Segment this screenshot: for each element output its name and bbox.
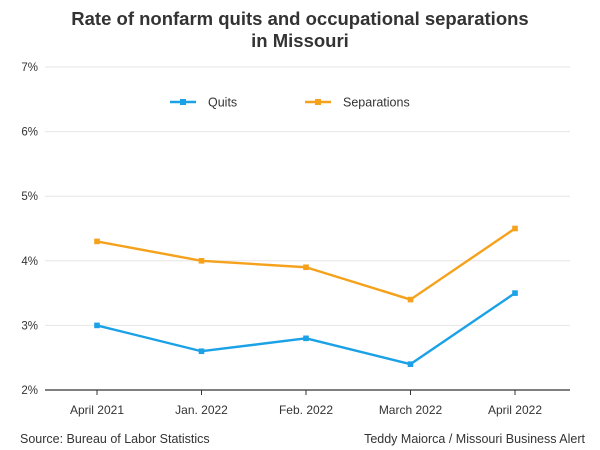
chart-title-line-2: in Missouri [251, 30, 349, 51]
y-tick-label: 2% [21, 385, 38, 397]
series-line-quits [96, 292, 516, 366]
legend-swatch-marker [180, 99, 186, 105]
chart-title: Rate of nonfarm quits and occupational s… [0, 8, 600, 52]
chart-title-line-1: Rate of nonfarm quits and occupational s… [71, 8, 529, 29]
data-point-quits[interactable] [512, 290, 518, 296]
data-point-separations[interactable] [512, 225, 518, 232]
data-point-quits[interactable] [198, 348, 205, 355]
data-point-quits[interactable] [94, 322, 100, 329]
credit-note: Teddy Maiorca / Missouri Business Alert [364, 432, 585, 446]
legend-item-separations[interactable]: Separations [305, 96, 410, 110]
x-tick-label: April 2022 [488, 403, 542, 417]
gridlines [45, 66, 570, 391]
y-tick-label: 7% [21, 62, 38, 74]
y-tick-label: 3% [21, 320, 38, 332]
x-tick-label: April 2021 [70, 403, 124, 417]
data-point-quits[interactable] [303, 335, 309, 342]
legend-label: Quits [208, 96, 237, 110]
x-tick-label: March 2022 [379, 403, 443, 417]
legend-item-quits[interactable]: Quits [170, 96, 237, 110]
legend-swatch-marker [315, 99, 321, 105]
legend-label: Separations [343, 96, 410, 110]
data-point-separations[interactable] [303, 264, 309, 271]
y-tick-label: 5% [21, 191, 38, 203]
series-line-separations [96, 227, 516, 301]
data-series [94, 225, 518, 367]
x-tick-label: Jan. 2022 [175, 403, 228, 417]
y-axis-ticks: 2% 3% 4% 5% 6% 7% [21, 62, 38, 397]
y-tick-label: 4% [21, 256, 38, 268]
x-axis-ticks: April 2021 Jan. 2022 Feb. 2022 March 2022 Ap… [70, 390, 542, 417]
data-point-separations[interactable] [198, 258, 205, 264]
legend[interactable]: Quits Separations [170, 96, 410, 110]
data-point-separations[interactable] [407, 296, 414, 303]
y-tick-label: 6% [21, 127, 38, 139]
source-note: Source: Bureau of Labor Statistics [20, 432, 210, 446]
data-point-quits[interactable] [407, 361, 414, 367]
data-point-separations[interactable] [94, 238, 100, 245]
x-tick-label: Feb. 2022 [279, 403, 333, 417]
